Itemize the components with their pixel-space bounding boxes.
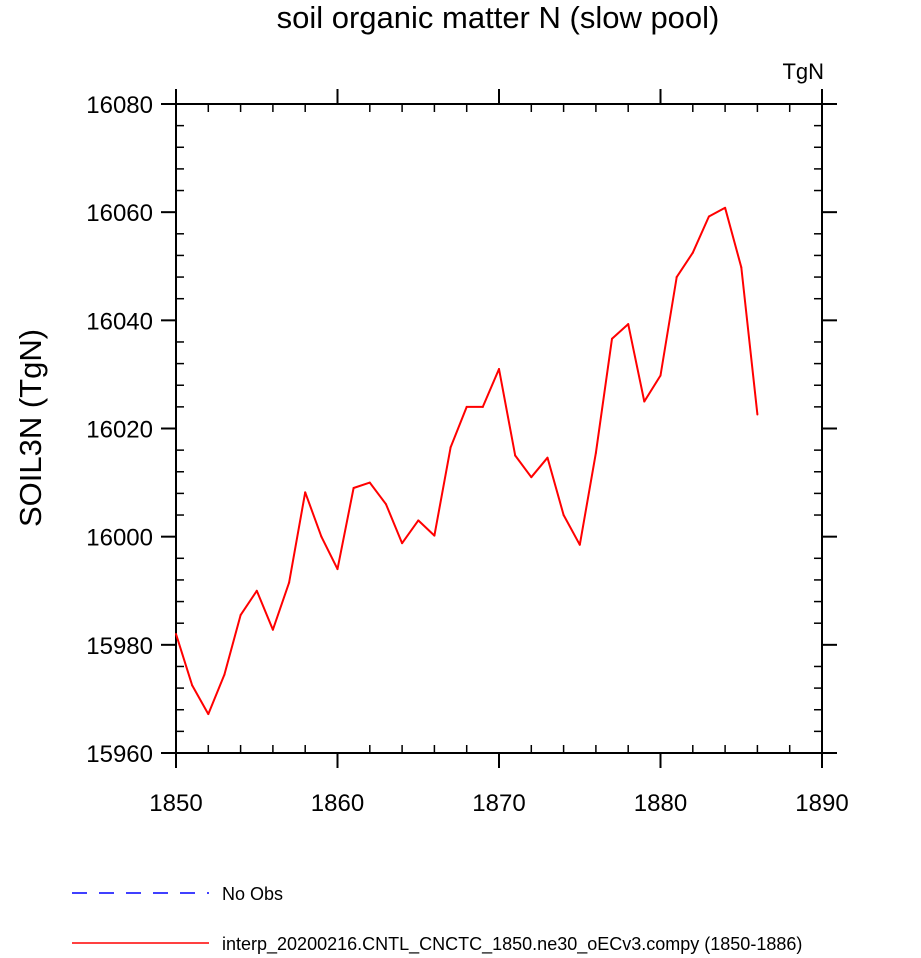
data-point xyxy=(207,713,210,716)
data-point xyxy=(223,673,226,676)
x-tick-label: 1890 xyxy=(795,790,848,817)
data-point xyxy=(352,486,355,489)
data-point xyxy=(449,446,452,449)
x-tick-label: 1880 xyxy=(634,790,687,817)
legend-label-1: interp_20200216.CNTL_CNCTC_1850.ne30_oEC… xyxy=(222,934,802,955)
data-point xyxy=(659,374,662,377)
y-tick-label: 15960 xyxy=(86,741,153,768)
data-point xyxy=(578,543,581,546)
data-point xyxy=(691,251,694,254)
series-line-0 xyxy=(175,206,759,716)
data-point xyxy=(594,451,597,454)
data-point xyxy=(530,476,533,479)
data-point xyxy=(368,481,371,484)
plot-frame xyxy=(175,103,823,754)
data-point xyxy=(627,323,630,326)
y-axis-tick-labels: 15960 15980 16000 16020 16040 16060 16080 xyxy=(86,92,153,768)
data-point xyxy=(255,589,258,592)
series-layer xyxy=(175,206,759,716)
y-tick-label: 16040 xyxy=(86,308,153,335)
data-point xyxy=(239,614,242,617)
data-point xyxy=(336,568,339,571)
data-point xyxy=(675,276,678,279)
y-tick-label: 16060 xyxy=(86,200,153,227)
data-point xyxy=(417,519,420,522)
data-point xyxy=(707,215,710,218)
x-axis-tick-labels: 1850 1860 1870 1880 1890 xyxy=(149,790,848,817)
data-point xyxy=(433,534,436,537)
data-point xyxy=(271,628,274,631)
data-point xyxy=(611,337,614,340)
data-point xyxy=(514,454,517,457)
data-point xyxy=(546,456,549,459)
data-point xyxy=(740,266,743,269)
data-point xyxy=(643,400,646,403)
chart-title: soil organic matter N (slow pool) xyxy=(277,0,720,35)
data-point xyxy=(320,535,323,538)
y-axis-label: SOIL3N (TgN) xyxy=(13,329,48,527)
x-tick-label: 1860 xyxy=(311,790,364,817)
x-tick-label: 1870 xyxy=(472,790,525,817)
data-point xyxy=(384,503,387,506)
data-point xyxy=(304,491,307,494)
y-tick-label: 16080 xyxy=(86,92,153,119)
legend: No Obs interp_20200216.CNTL_CNCTC_1850.ne… xyxy=(72,884,802,955)
data-point xyxy=(401,542,404,545)
x-axis-ticks xyxy=(175,89,823,768)
legend-label-0: No Obs xyxy=(222,884,283,904)
y-tick-label: 16000 xyxy=(86,525,153,552)
data-point xyxy=(175,633,177,636)
data-point xyxy=(498,368,500,371)
data-point xyxy=(481,405,484,408)
data-point xyxy=(562,514,565,517)
x-tick-label: 1850 xyxy=(149,790,202,817)
y-axis-ticks xyxy=(161,103,837,754)
data-point xyxy=(288,581,291,584)
data-point xyxy=(465,405,468,408)
y-tick-label: 16020 xyxy=(86,417,153,444)
data-point xyxy=(724,206,727,209)
y-tick-label: 15980 xyxy=(86,633,153,660)
units-label: TgN xyxy=(782,59,824,84)
data-point xyxy=(191,684,194,687)
data-point xyxy=(756,413,759,416)
